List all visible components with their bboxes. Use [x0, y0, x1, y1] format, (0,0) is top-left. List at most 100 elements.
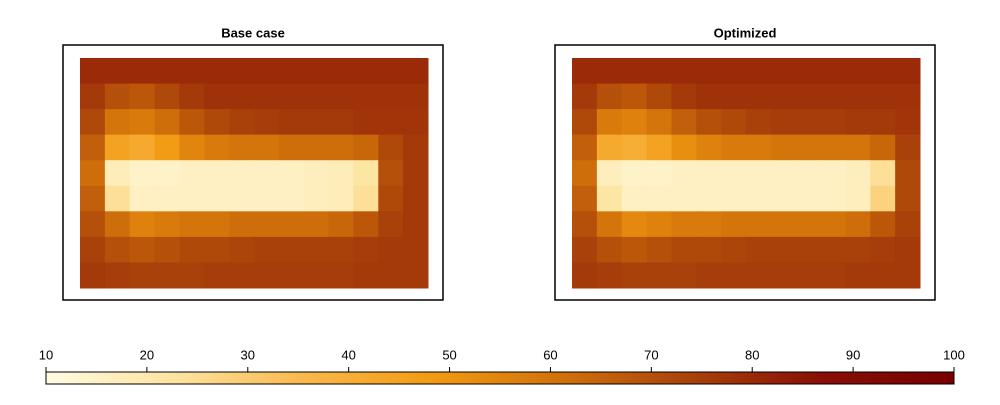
heat-cell	[378, 160, 404, 187]
heat-cell	[254, 236, 280, 263]
heat-cell	[895, 83, 921, 110]
heat-cell	[820, 211, 846, 238]
heat-cell	[353, 134, 379, 161]
heat-cell	[770, 236, 797, 263]
heat-cell	[721, 185, 747, 212]
colorbar-tick-label: 90	[846, 347, 860, 362]
heat-cell	[229, 83, 255, 110]
heat-cell	[303, 58, 330, 85]
heat-cell	[621, 109, 648, 136]
heat-cell	[154, 58, 180, 85]
heat-cell	[746, 236, 772, 263]
heat-cell	[80, 160, 106, 187]
heat-cell	[646, 160, 672, 187]
heat-cell	[254, 134, 280, 161]
heat-cell	[621, 236, 648, 263]
heat-cell	[328, 58, 354, 85]
heat-cell	[80, 185, 106, 212]
heat-cell	[671, 236, 697, 263]
heat-cell	[895, 58, 921, 85]
heat-cell	[596, 134, 623, 161]
colorbar-tick-label: 100	[943, 347, 965, 362]
heat-cell	[378, 211, 404, 238]
heat-cell	[795, 236, 822, 263]
heat-cell	[795, 185, 822, 212]
heat-cell	[746, 134, 772, 161]
heat-cell	[721, 262, 747, 289]
heat-cell	[104, 185, 131, 212]
heat-cell	[795, 83, 822, 110]
heat-cell	[845, 134, 871, 161]
heat-cell	[353, 185, 379, 212]
heat-cell	[229, 211, 255, 238]
heat-cell	[845, 58, 871, 85]
heat-cell	[378, 236, 404, 263]
heat-cell	[154, 236, 180, 263]
heat-cell	[646, 185, 672, 212]
heat-cell	[104, 262, 131, 289]
heat-cell	[646, 211, 672, 238]
heat-cell	[572, 262, 598, 289]
heat-cell	[328, 211, 354, 238]
heat-cell	[621, 262, 648, 289]
heat-cell	[154, 134, 180, 161]
heat-cell	[671, 134, 697, 161]
heat-cell	[353, 83, 379, 110]
heat-cell	[696, 211, 722, 238]
heat-cell	[845, 185, 871, 212]
heat-cell	[621, 83, 648, 110]
heat-cell	[596, 83, 623, 110]
heat-cell	[572, 185, 598, 212]
panel-title: Base case	[221, 25, 285, 40]
heat-cell	[353, 109, 379, 136]
heat-cell	[671, 83, 697, 110]
heat-cell	[671, 185, 697, 212]
heat-cell	[746, 211, 772, 238]
heat-cell	[204, 109, 230, 136]
heat-cell	[278, 58, 305, 85]
heat-cell	[303, 160, 330, 187]
heat-cell	[845, 262, 871, 289]
heat-cell	[129, 83, 156, 110]
heat-cell	[254, 185, 280, 212]
heat-cell	[795, 211, 822, 238]
heat-cell	[671, 58, 697, 85]
heat-cell	[154, 109, 180, 136]
heat-cell	[596, 160, 623, 187]
heat-cell	[328, 236, 354, 263]
heat-cell	[596, 58, 623, 85]
heat-cell	[770, 134, 797, 161]
heat-cell	[721, 134, 747, 161]
colorbar	[45, 371, 955, 385]
heat-cell	[378, 185, 404, 212]
heat-cell	[179, 185, 205, 212]
heat-cell	[696, 83, 722, 110]
heat-cell	[129, 109, 156, 136]
heat-cell	[229, 160, 255, 187]
heat-cell	[204, 58, 230, 85]
heat-cell	[353, 236, 379, 263]
heat-cell	[104, 236, 131, 263]
heat-cell	[870, 58, 896, 85]
heat-cell	[845, 211, 871, 238]
heat-cell	[129, 236, 156, 263]
heat-cell	[179, 134, 205, 161]
heat-cell	[80, 262, 106, 289]
heat-cell	[179, 83, 205, 110]
panel-frame	[554, 44, 936, 301]
colorbar-tick-label: 60	[543, 347, 557, 362]
heat-cell	[646, 236, 672, 263]
heat-cell	[254, 83, 280, 110]
colorbar-tick-label: 30	[241, 347, 255, 362]
heat-cell	[129, 160, 156, 187]
heat-cell	[278, 160, 305, 187]
heat-cell	[303, 236, 330, 263]
heat-cell	[129, 134, 156, 161]
heat-cell	[254, 58, 280, 85]
heat-cell	[179, 211, 205, 238]
heat-cell	[303, 134, 330, 161]
heat-cell	[403, 185, 429, 212]
heat-cell	[870, 211, 896, 238]
heat-cell	[746, 185, 772, 212]
heat-cell	[353, 58, 379, 85]
